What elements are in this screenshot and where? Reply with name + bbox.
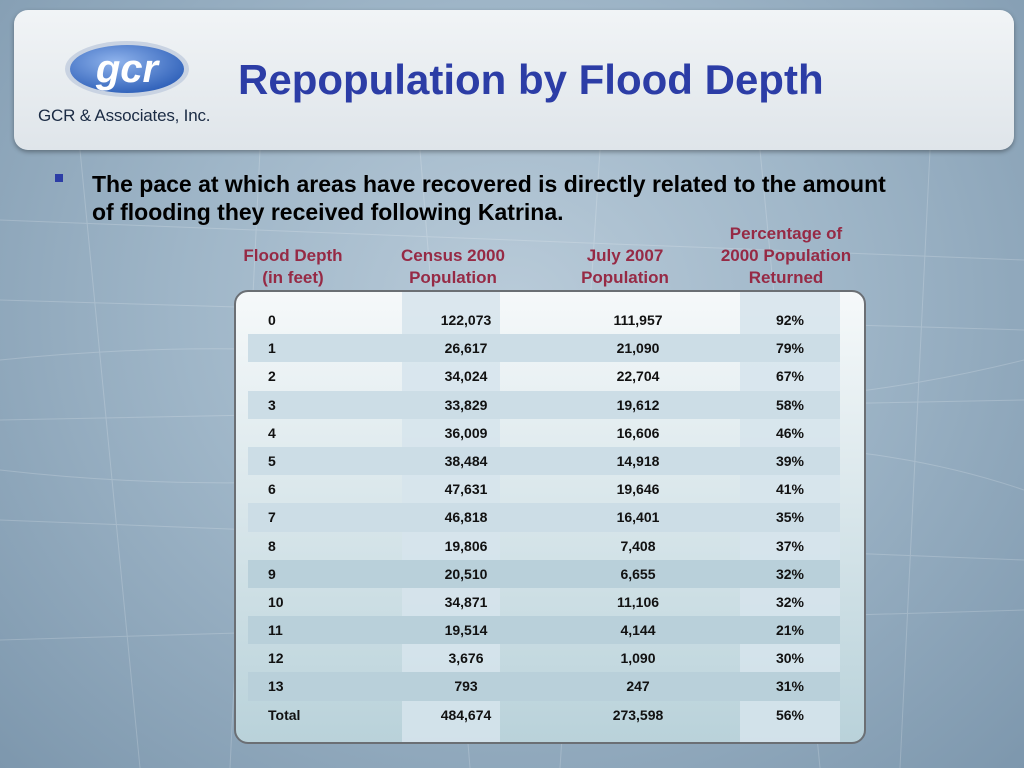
cell-census-2000: 33,829 — [444, 396, 488, 413]
cell-july-2007: 14,918 — [616, 452, 660, 469]
cell-percentage: 31% — [775, 678, 805, 695]
cell-flood-depth: 2 — [268, 368, 276, 385]
cell-percentage: 46% — [775, 424, 805, 441]
cell-census-2000: 122,073 — [440, 312, 492, 328]
cell-percentage: 92% — [775, 312, 805, 328]
cell-flood-depth: 10 — [268, 593, 284, 610]
cell-flood-depth: 11 — [268, 622, 283, 639]
cell-july-2007: 6,655 — [620, 565, 656, 582]
table-row: 10 34,871 11,106 32% — [248, 588, 840, 616]
cell-flood-depth: 13 — [268, 678, 284, 695]
cell-flood-depth: 1 — [268, 340, 276, 357]
cell-census-2000: 3,676 — [448, 650, 484, 667]
cell-july-2007: 22,704 — [616, 368, 660, 385]
cell-percentage: 32% — [775, 593, 805, 610]
company-logo: gcr GCR & Associates, Inc. — [38, 38, 228, 138]
cell-flood-depth: Total — [268, 706, 301, 723]
table-row: 1 26,617 21,090 79% — [248, 334, 840, 363]
cell-census-2000: 36,009 — [444, 424, 488, 441]
bullet-text: The pace at which areas have recovered i… — [92, 171, 886, 225]
cell-flood-depth: 0 — [268, 312, 276, 328]
cell-percentage: 39% — [775, 452, 805, 469]
cell-flood-depth: 4 — [268, 424, 276, 441]
table-row: 11 19,514 4,144 21% — [248, 616, 840, 645]
cell-july-2007: 111,957 — [613, 312, 663, 328]
cell-percentage: 21% — [775, 622, 805, 639]
cell-flood-depth: 8 — [268, 537, 276, 554]
cell-census-2000: 19,514 — [444, 622, 488, 639]
table-row: 13 793 247 31% — [248, 672, 840, 701]
table-row: 2 34,024 22,704 67% — [248, 362, 840, 390]
cell-percentage: 58% — [775, 396, 805, 413]
table-row: 0 122,073 111,957 92% — [248, 306, 840, 334]
cell-census-2000: 26,617 — [444, 340, 488, 357]
header-percentage-returned: Percentage of 2000 Population Returned — [720, 224, 852, 287]
table-rows: 0 122,073 111,957 92% 1 26,617 21,090 79% 2 34,02… — [248, 306, 840, 729]
table-row: 3 33,829 19,612 58% — [248, 390, 840, 419]
cell-july-2007: 4,144 — [620, 622, 656, 639]
company-name: GCR & Associates, Inc. — [38, 106, 211, 125]
cell-percentage: 30% — [775, 650, 805, 667]
cell-flood-depth: 5 — [268, 452, 276, 469]
cell-flood-depth: 7 — [268, 509, 276, 526]
cell-percentage: 67% — [775, 368, 805, 385]
cell-july-2007: 21,090 — [616, 340, 660, 357]
cell-census-2000: 46,818 — [444, 509, 488, 526]
gcr-logo-icon: gcr — [65, 41, 189, 97]
cell-census-2000: 19,806 — [444, 537, 488, 554]
cell-july-2007: 247 — [626, 678, 650, 695]
table-row: 12 3,676 1,090 30% — [248, 644, 840, 672]
cell-july-2007: 16,606 — [616, 424, 660, 441]
cell-july-2007: 1,090 — [620, 650, 656, 667]
header-flood-depth: Flood Depth (in feet) — [243, 246, 343, 287]
header-census-2000: Census 2000 Population — [401, 246, 505, 287]
cell-percentage: 56% — [775, 706, 805, 723]
square-bullet-icon — [55, 174, 63, 182]
table-row: 6 47,631 19,646 41% — [248, 475, 840, 503]
cell-july-2007: 11,106 — [616, 593, 660, 610]
cell-july-2007: 273,598 — [612, 706, 664, 723]
cell-july-2007: 16,401 — [616, 509, 660, 526]
cell-flood-depth: 9 — [268, 565, 276, 582]
data-table: 0 122,073 111,957 92% 1 26,617 21,090 79% 2 34,02… — [234, 290, 866, 744]
header-july-2007: July 2007 Population — [581, 246, 669, 287]
cell-census-2000: 484,674 — [440, 706, 492, 723]
header-panel: gcr GCR & Associates, Inc. Repopulation … — [14, 10, 1014, 150]
cell-census-2000: 793 — [454, 678, 478, 695]
cell-flood-depth: 6 — [268, 481, 276, 498]
table-row: 5 38,484 14,918 39% — [248, 446, 840, 476]
cell-percentage: 32% — [775, 565, 805, 582]
cell-percentage: 41% — [775, 481, 805, 498]
svg-text:gcr: gcr — [95, 47, 161, 91]
table-row: 9 20,510 6,655 32% — [248, 559, 840, 588]
table-row-total: Total 484,674 273,598 56% — [248, 701, 840, 729]
cell-percentage: 79% — [775, 340, 805, 357]
cell-census-2000: 34,871 — [444, 593, 488, 610]
slide-title: Repopulation by Flood Depth — [238, 56, 824, 103]
cell-census-2000: 34,024 — [444, 368, 488, 385]
table-row: 8 19,806 7,408 37% — [248, 532, 840, 560]
cell-percentage: 37% — [775, 537, 805, 554]
cell-flood-depth: 3 — [268, 396, 276, 413]
cell-census-2000: 38,484 — [444, 452, 488, 469]
cell-july-2007: 19,612 — [616, 396, 660, 413]
cell-flood-depth: 12 — [268, 650, 284, 667]
cell-census-2000: 47,631 — [444, 481, 488, 498]
cell-july-2007: 19,646 — [616, 481, 660, 498]
cell-july-2007: 7,408 — [620, 537, 656, 554]
cell-percentage: 35% — [775, 509, 805, 526]
table-row: 7 46,818 16,401 35% — [248, 503, 840, 532]
cell-census-2000: 20,510 — [444, 565, 488, 582]
table-row: 4 36,009 16,606 46% — [248, 419, 840, 447]
